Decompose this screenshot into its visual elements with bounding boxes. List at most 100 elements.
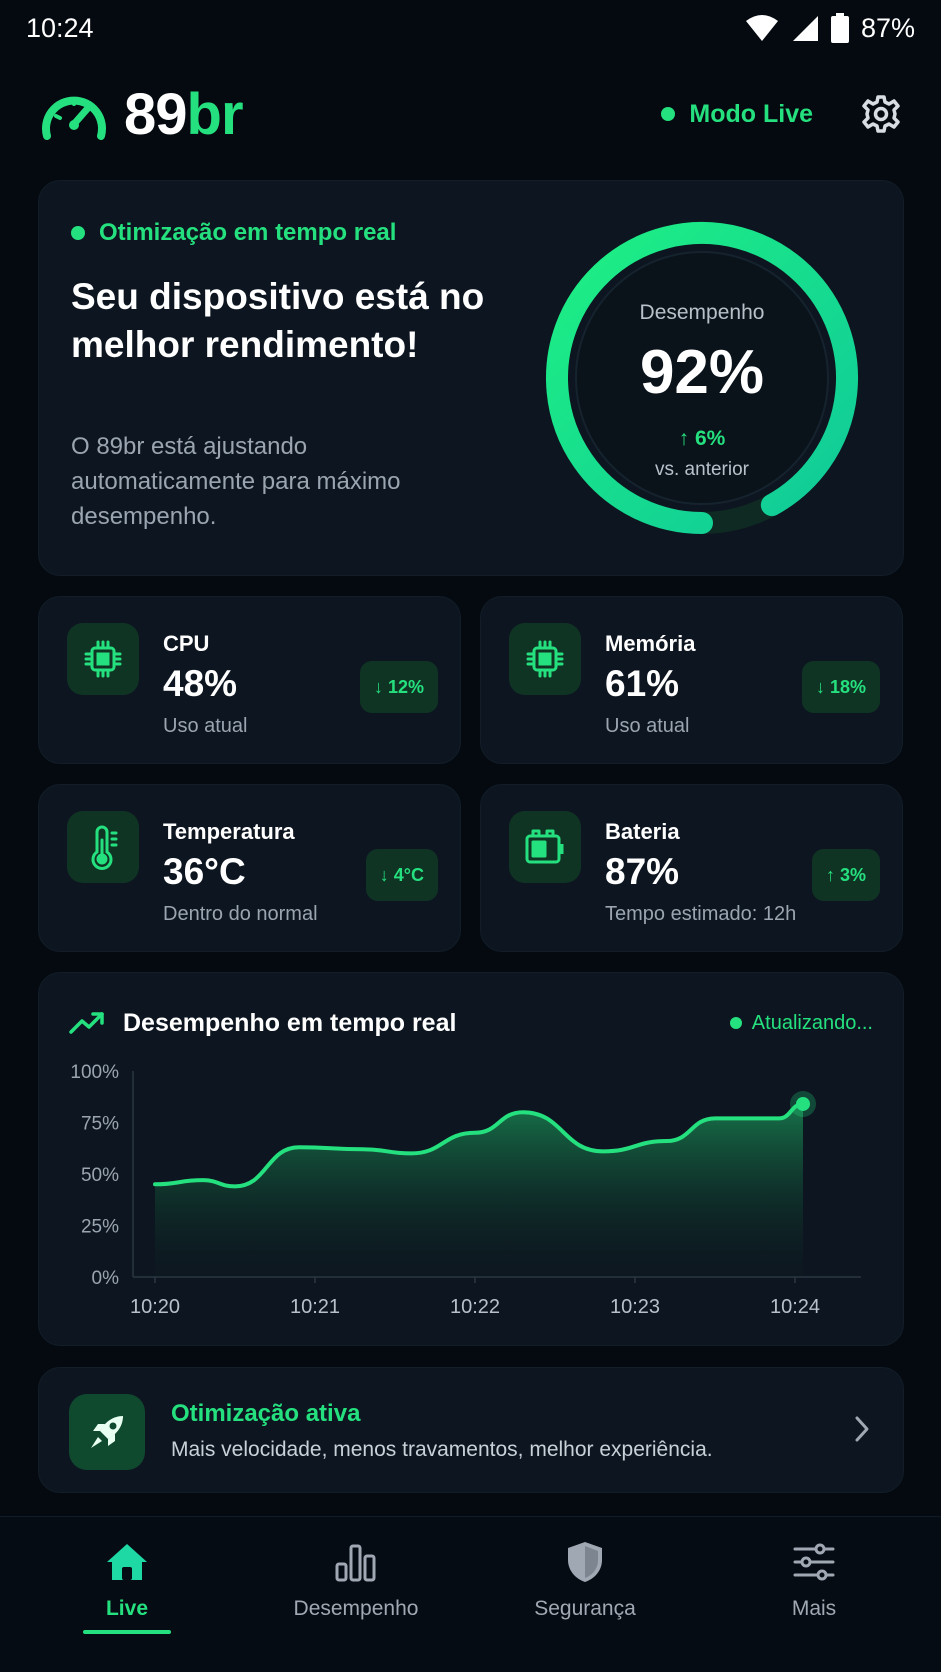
gauge-value: 92% [639, 338, 765, 407]
live-mode-toggle[interactable]: Modo Live [661, 100, 813, 129]
battery-percent: 87% [860, 12, 915, 43]
y-tick-label: 100% [70, 1062, 119, 1083]
chevron-right-icon[interactable] [853, 1414, 871, 1444]
latest-data-point [796, 1096, 810, 1111]
battery-status-icon [830, 13, 849, 43]
stat-subtitle: Uso atual [605, 715, 690, 737]
tag-dot-icon [71, 226, 85, 240]
area-fill [155, 1103, 803, 1277]
bottom-navigation: Live Desempenho Segurança [0, 1516, 941, 1672]
gauge-progress-arc [546, 222, 858, 534]
x-tick-label: 10:22 [450, 1296, 500, 1318]
stat-title: CPU [163, 631, 210, 656]
stat-icon-container [509, 623, 581, 695]
y-tick-label: 75% [81, 1114, 119, 1135]
nav-label: Segurança [534, 1597, 636, 1620]
status-dot-icon [729, 1017, 742, 1029]
stat-value: 48% [163, 663, 238, 704]
stat-subtitle: Dentro do normal [163, 903, 318, 925]
realtime-tag: Otimização em tempo real [71, 219, 396, 247]
stat-change-badge: ↓ 4°C [365, 849, 438, 901]
nav-label: Live [105, 1597, 149, 1620]
nav-item-desempenho[interactable]: Desempenho [256, 1539, 456, 1621]
stat-card-battery[interactable]: Bateria 87% Tempo estimado: 12h ↑ 3% [480, 784, 903, 952]
x-tick-label: 10:23 [610, 1296, 660, 1318]
x-tick-label: 10:24 [770, 1296, 820, 1318]
status-time: 10:24 [26, 12, 94, 43]
gauge-ring [546, 222, 858, 534]
hero-card: Otimização em tempo real Seu dispositivo… [38, 180, 904, 576]
opt-icon-container [69, 1394, 145, 1470]
stat-change-badge: ↓ 18% [801, 661, 880, 713]
wifi-icon [745, 15, 778, 41]
stat-change-badge: ↑ 3% [811, 849, 880, 901]
stat-value: 61% [605, 663, 680, 704]
hero-title: Seu dispositivo está no melhor rendiment… [71, 276, 485, 365]
stat-subtitle: Uso atual [163, 715, 248, 737]
nav-label: Desempenho [293, 1597, 419, 1620]
chart-title-group: Desempenho em tempo real [69, 1009, 456, 1038]
shield-icon [568, 1542, 602, 1582]
stat-icon-container [509, 811, 581, 883]
gauge-delta: ↑ 6% [678, 427, 726, 450]
chart-status: Atualizando... [729, 1011, 873, 1035]
nav-active-indicator [83, 1630, 171, 1634]
chart-status-label: Atualizando... [751, 1011, 873, 1034]
memory-chip-icon [526, 640, 564, 678]
stat-card-temperature[interactable]: Temperatura 36°C Dentro do normal ↓ 4°C [38, 784, 461, 952]
rocket-icon [91, 1416, 123, 1448]
nav-item-seguranca[interactable]: Segurança [485, 1539, 685, 1621]
performance-gauge: Desempenho 92% ↑ 6% vs. anterior [529, 205, 875, 551]
brand-name-accent: br [186, 81, 244, 147]
status-bar: 10:24 87% [0, 0, 941, 56]
header-actions: Modo Live [661, 94, 901, 134]
brand-name-main: 89 [124, 81, 188, 147]
x-tick-label: 10:20 [130, 1296, 180, 1318]
stat-value: 36°C [163, 851, 246, 892]
chart-header: Desempenho em tempo real Atualizando... [69, 1003, 873, 1043]
realtime-chart-card: Desempenho em tempo real Atualizando... … [38, 972, 904, 1346]
hero-description: O 89br está ajustando automaticamente pa… [71, 433, 401, 530]
brand-logo: 89br [40, 81, 244, 148]
gear-icon[interactable] [861, 94, 901, 134]
nav-label: Mais [791, 1597, 837, 1620]
realtime-tag-label: Otimização em tempo real [99, 219, 397, 246]
live-mode-label: Modo Live [689, 99, 813, 128]
signal-icon [792, 16, 818, 41]
speedometer-icon [42, 96, 106, 140]
chart-title: Desempenho em tempo real [123, 1008, 457, 1037]
series-line [153, 1101, 805, 1189]
app-header: 89br Modo Live [0, 70, 941, 158]
battery-icon [525, 829, 564, 864]
bar-chart-icon [335, 1544, 376, 1582]
stat-title: Bateria [605, 819, 680, 844]
optimization-card[interactable]: Otimização ativa Mais velocidade, menos … [38, 1367, 904, 1493]
stat-subtitle: Tempo estimado: 12h [605, 903, 797, 925]
stat-value: 87% [605, 851, 680, 892]
x-tick-label: 10:21 [290, 1296, 340, 1318]
performance-area-chart: 100% 75% 50% 25% 0% 10:20 10:21 10:22 10:23 10:24 [70, 1062, 861, 1318]
sliders-icon [793, 1543, 835, 1581]
gauge-label: Desempenho [639, 301, 765, 324]
y-tick-label: 50% [81, 1165, 119, 1186]
live-dot-icon [661, 107, 676, 121]
optimization-title: Otimização ativa [171, 1400, 361, 1427]
gauge-delta-label: vs. anterior [655, 459, 749, 480]
trending-up-icon [69, 1012, 104, 1034]
nav-item-mais[interactable]: Mais [714, 1539, 914, 1621]
status-icons: 87% [745, 13, 915, 44]
brand-name: 89br [124, 81, 244, 148]
stat-card-memory[interactable]: Memória 61% Uso atual ↓ 18% [480, 596, 903, 764]
optimization-description: Mais velocidade, menos travamentos, melh… [171, 1438, 713, 1461]
stat-card-cpu[interactable]: CPU 48% Uso atual ↓ 12% [38, 596, 461, 764]
stat-change-badge: ↓ 12% [359, 661, 438, 713]
nav-item-live[interactable]: Live [27, 1539, 227, 1621]
stat-title: Memória [605, 631, 696, 656]
y-tick-label: 25% [81, 1217, 119, 1238]
home-icon [107, 1544, 147, 1580]
stat-title: Temperatura [163, 819, 295, 844]
stat-icon-container [67, 623, 139, 695]
thermometer-icon [91, 825, 118, 870]
cpu-chip-icon [84, 640, 122, 678]
y-tick-label: 0% [92, 1268, 120, 1289]
